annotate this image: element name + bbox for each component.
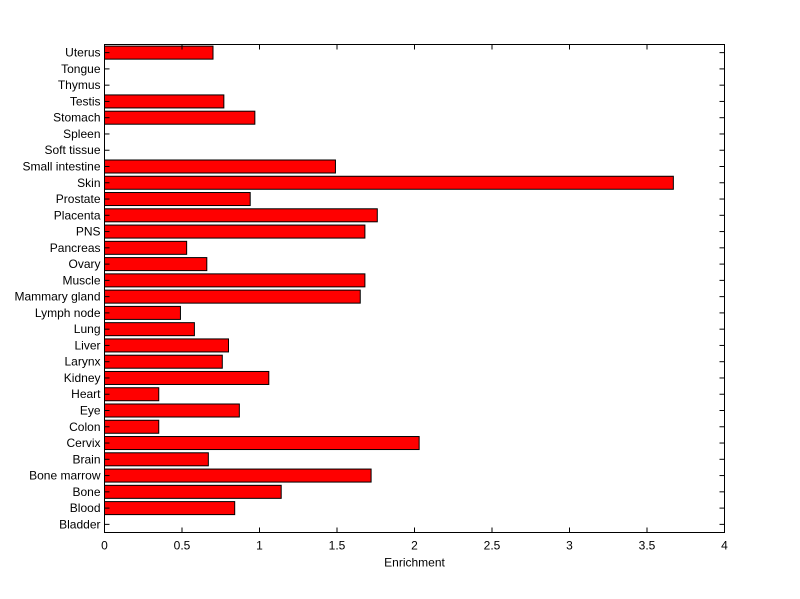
y-tick-label: Bladder xyxy=(59,517,100,531)
bar-blood xyxy=(104,501,236,516)
bar-lung xyxy=(104,322,195,337)
x-tick-label: 0.5 xyxy=(174,539,191,553)
bar-muscle xyxy=(104,273,366,288)
bar-kidney xyxy=(104,370,270,385)
y-tick-label: Blood xyxy=(70,501,101,515)
y-tick-label: Colon xyxy=(69,420,100,434)
bar-brain xyxy=(104,452,209,467)
y-tick-label: Uterus xyxy=(65,46,100,60)
bar-testis xyxy=(104,94,225,109)
bar-ovary xyxy=(104,257,208,272)
y-tick-label: Placenta xyxy=(54,208,101,222)
y-tick-label: Prostate xyxy=(56,192,101,206)
y-tick-label: Eye xyxy=(80,404,101,418)
bar-pns xyxy=(104,224,366,239)
x-tick-label: 1.5 xyxy=(329,539,346,553)
y-tick-label: Pancreas xyxy=(50,241,101,255)
x-tick-label: 1 xyxy=(256,539,263,553)
bar-colon xyxy=(104,419,160,434)
y-tick-label: Brain xyxy=(72,452,100,466)
y-tick-label: Heart xyxy=(71,387,101,401)
y-tick-label: Bone xyxy=(72,485,100,499)
y-tick-label: Lymph node xyxy=(35,306,101,320)
bar-eye xyxy=(104,403,240,418)
bar-bone xyxy=(104,484,282,499)
bar-mammary-gland xyxy=(104,289,361,304)
x-tick-label: 3 xyxy=(566,539,573,553)
y-tick-label: Thymus xyxy=(58,78,101,92)
y-tick-label: Skin xyxy=(77,176,100,190)
y-tick-label: Bone marrow xyxy=(29,469,101,483)
y-tick-label: Cervix xyxy=(66,436,100,450)
y-tick-labels: Bladder Blood Bone Bone marrow Brain Cervix Co… xyxy=(14,46,101,532)
bars-group xyxy=(104,45,674,516)
plot-frame xyxy=(104,44,725,533)
x-axis-label: Enrichment xyxy=(384,556,445,570)
y-tick-label: Small intestine xyxy=(22,160,100,174)
y-tick-label: Mammary gland xyxy=(14,290,100,304)
y-tick-label: Tongue xyxy=(61,62,101,76)
y-tick-label: Ovary xyxy=(68,257,100,271)
bar-small-intestine xyxy=(104,159,336,174)
bar-lymph-node xyxy=(104,305,181,320)
bar-pancreas xyxy=(104,240,188,255)
bar-liver xyxy=(104,338,229,353)
y-tick-label: Liver xyxy=(74,338,100,352)
bar-prostate xyxy=(104,192,251,207)
x-tick-label: 0 xyxy=(101,539,108,553)
bar-skin xyxy=(104,175,674,190)
y-tick-label: Stomach xyxy=(53,111,100,125)
x-tick-label: 2.5 xyxy=(484,539,501,553)
bar-bone-marrow xyxy=(104,468,372,483)
x-tick-labels: 0 0.5 1 1.5 2 2.5 3 3.5 4 xyxy=(101,539,728,553)
y-tick-label: PNS xyxy=(76,225,101,239)
x-tick-label: 2 xyxy=(411,539,418,553)
bar-heart xyxy=(104,387,160,402)
y-tick-label: Larynx xyxy=(64,355,100,369)
bar-placenta xyxy=(104,208,378,223)
y-tick-label: Muscle xyxy=(62,273,100,287)
bar-stomach xyxy=(104,110,256,125)
y-tick-label: Testis xyxy=(70,94,101,108)
y-tick-label: Lung xyxy=(74,322,101,336)
y-tick-label: Kidney xyxy=(64,371,101,385)
x-tick-label: 3.5 xyxy=(639,539,656,553)
bar-cervix xyxy=(104,436,420,451)
bar-uterus xyxy=(104,45,214,60)
y-tick-label: Spleen xyxy=(63,127,100,141)
x-tick-label: 4 xyxy=(721,539,728,553)
bar-larynx xyxy=(104,354,223,369)
y-tick-label: Soft tissue xyxy=(44,143,100,157)
